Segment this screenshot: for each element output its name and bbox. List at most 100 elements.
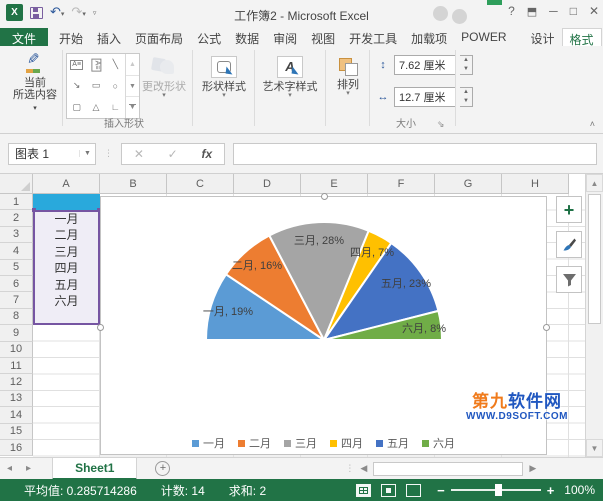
scroll-up-icon[interactable]: ▲ [586,174,603,192]
rectangle-shape-icon[interactable]: ▭ [91,80,101,91]
pie-slice-三月[interactable] [267,221,371,343]
legend-item-六月[interactable]: 六月 [422,435,455,451]
ribbon-display-options-icon[interactable]: ⬒ [526,5,538,18]
minimize-icon[interactable]: ─ [549,4,558,18]
tab-7[interactable]: 开发工具 [349,32,398,46]
shape-height-spinner[interactable]: ▲ ▼ [460,55,473,75]
tab-3[interactable]: 公式 [197,32,222,46]
page-layout-view-icon[interactable] [381,483,397,497]
tab-file[interactable]: 文件 [0,28,49,46]
cell-a1-selected[interactable] [32,194,101,212]
shape-width-spinner[interactable]: ▲ ▼ [460,87,473,107]
row-header-14[interactable]: 14 [0,407,33,424]
textbox-shape-icon[interactable]: A≡ [70,59,84,70]
scrollbar-splitter[interactable]: ⋮ [345,463,355,473]
sheet-nav-prev-icon[interactable]: ◂ [7,463,13,474]
cell-a6[interactable]: 五月 [54,277,79,292]
row-header-6[interactable]: 6 [0,276,33,293]
row-header-10[interactable]: 10 [0,341,33,358]
name-box-dropdown-icon[interactable]: ▼ [79,150,95,157]
redo-icon[interactable]: ↷▾ [71,3,86,19]
chart-filters-button[interactable] [556,266,582,293]
chart-elements-button[interactable]: + [556,196,582,223]
cell-a5[interactable]: 四月 [54,261,79,276]
legend-item-一月[interactable]: 一月 [192,435,225,451]
legend-item-五月[interactable]: 五月 [376,435,409,451]
page-break-view-icon[interactable] [406,483,422,497]
cell-a4[interactable]: 三月 [54,244,79,259]
row-header-7[interactable]: 7 [0,292,33,309]
row-header-15[interactable]: 15 [0,423,33,440]
formula-input[interactable] [233,142,597,165]
vertical-textbox-shape-icon[interactable]: A≡ [90,58,101,72]
cancel-formula-icon[interactable]: ✕ [133,146,144,161]
sheet-nav-next-icon[interactable]: ▸ [26,463,32,474]
column-header-E[interactable]: E [301,174,368,194]
insert-shapes-gallery[interactable]: A≡ A≡ ╲ ↘ ▭ ○ ▢ △ ∟ ▲ ▼ ▼ [66,53,140,119]
tab-0[interactable]: 开始 [59,32,84,46]
zoom-slider-thumb[interactable] [494,484,502,496]
undo-icon[interactable]: ↶▾ [50,3,65,19]
pie-slice-五月[interactable] [321,241,440,342]
column-header-G[interactable]: G [435,174,502,194]
cell-a7[interactable]: 六月 [54,293,79,308]
tab-4[interactable]: 数据 [235,32,260,46]
hscroll-right-icon[interactable]: ▶ [529,463,537,473]
tab-8[interactable]: 加载项 [411,32,448,46]
zoom-slider[interactable] [450,484,541,496]
gallery-scroll-down-icon[interactable]: ▼ [126,74,139,97]
hscroll-left-icon[interactable]: ◀ [360,463,368,473]
gallery-scroll-up-icon[interactable]: ▲ [129,60,136,68]
select-all-corner[interactable] [0,174,33,194]
chart-resize-handle-top[interactable] [321,193,328,200]
tab-6[interactable]: 视图 [311,32,336,46]
line-shape-icon[interactable]: ╲ [112,59,119,70]
triangle-shape-icon[interactable]: △ [92,101,100,112]
sheet-tab-sheet1[interactable]: Sheet1 [52,457,138,480]
zoom-in-icon[interactable]: + [546,482,555,498]
chart-styles-button[interactable] [556,231,582,258]
chart-resize-handle-right[interactable] [543,324,550,331]
column-header-F[interactable]: F [368,174,435,194]
zoom-control[interactable]: − + [437,483,554,498]
enter-formula-icon[interactable]: ✓ [167,146,178,161]
row-header-1[interactable]: 1 [0,194,33,211]
vertical-scrollbar[interactable]: ▲ ▼ [585,174,603,457]
rounded-rectangle-shape-icon[interactable]: ▢ [72,101,81,112]
shape-width-control[interactable]: ↔ 12.7 厘米 ▲ ▼ [376,87,473,107]
legend-item-二月[interactable]: 二月 [238,435,271,451]
column-header-H[interactable]: H [502,174,569,194]
oval-shape-icon[interactable]: ○ [112,80,119,91]
current-selection-button[interactable]: 当前 所选内容 ▾ [10,54,60,115]
zoom-out-icon[interactable]: − [437,482,445,498]
vertical-scroll-thumb[interactable] [588,194,601,324]
tab-contextual-格式[interactable]: 格式 [561,28,602,47]
scroll-down-icon[interactable]: ▼ [586,439,603,457]
new-sheet-icon[interactable]: + [155,461,171,476]
row-header-13[interactable]: 13 [0,390,33,408]
legend-item-三月[interactable]: 三月 [284,435,317,451]
tab-contextual-设计[interactable]: 设计 [530,32,555,46]
customize-qat-icon[interactable]: ▿ [92,9,97,17]
row-header-11[interactable]: 11 [0,358,33,375]
zoom-percent[interactable]: 100% [564,483,595,497]
row-header-12[interactable]: 12 [0,374,33,391]
row-header-8[interactable]: 8 [0,308,33,326]
horizontal-scroll-thumb[interactable] [373,461,524,476]
shape-styles-button[interactable]: 形状样式 ▾ [196,56,252,99]
cell-a2[interactable]: 一月 [54,211,79,226]
normal-view-icon[interactable] [356,483,372,497]
help-icon[interactable]: ? [508,4,515,18]
size-dialog-launcher-icon[interactable]: ⇘ [437,119,445,129]
column-header-D[interactable]: D [234,174,301,194]
row-header-5[interactable]: 5 [0,259,33,276]
elbow-connector-shape-icon[interactable]: ∟ [110,102,120,113]
tab-5[interactable]: 审阅 [273,32,298,46]
chart-resize-handle-left[interactable] [97,324,104,331]
close-icon[interactable]: ✕ [588,4,599,18]
shape-height-control[interactable]: ↕ 7.62 厘米 ▲ ▼ [376,55,473,75]
legend-item-四月[interactable]: 四月 [330,435,363,451]
column-header-C[interactable]: C [167,174,234,194]
gallery-more-icon[interactable]: ▼ [126,96,139,118]
collapse-ribbon-icon[interactable]: ˄ [589,119,595,129]
